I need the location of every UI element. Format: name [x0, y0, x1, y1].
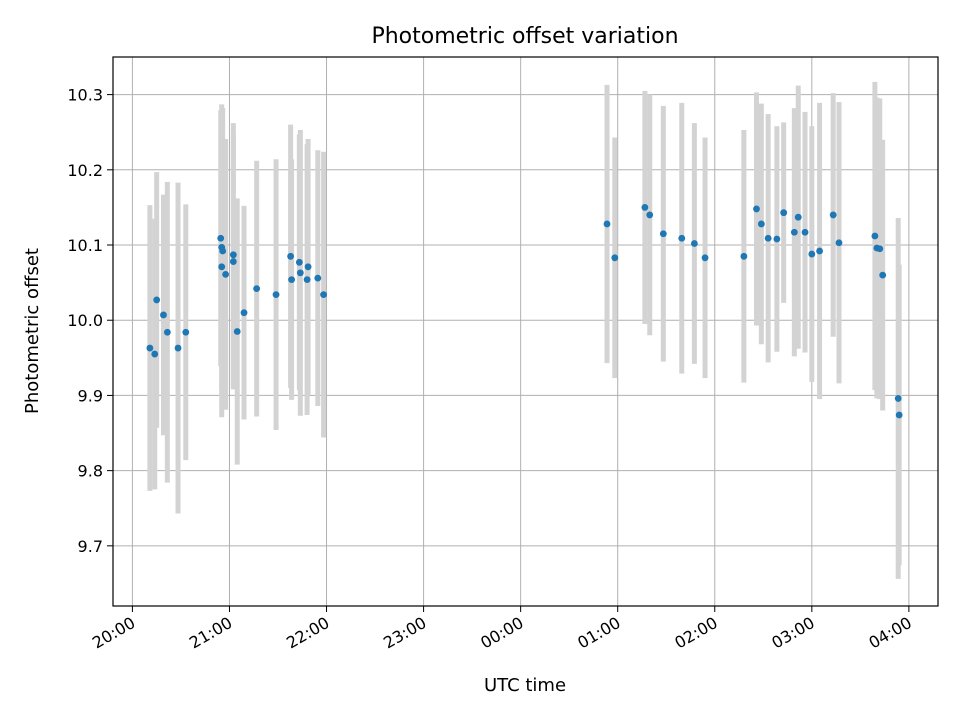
data-point	[287, 252, 295, 260]
data-point	[151, 350, 159, 358]
data-point	[773, 235, 781, 243]
data-point	[295, 258, 303, 266]
data-point	[288, 276, 295, 284]
data-point	[146, 344, 154, 352]
data-point	[701, 254, 709, 262]
x-tick-label: 03:00	[768, 613, 817, 653]
y-tick-label: 10.0	[67, 311, 103, 330]
data-point	[229, 258, 237, 265]
plot-frame	[112, 56, 939, 607]
data-point	[320, 291, 328, 299]
data-point	[163, 328, 171, 336]
data-point	[790, 228, 798, 236]
data-point	[895, 411, 903, 419]
data-point	[296, 269, 304, 277]
y-axis: 9.7 9.8 9.9 10.0 10.1 10.2 10.3	[67, 86, 113, 556]
error-bars	[147, 81, 902, 579]
x-tick-label: 00:00	[477, 613, 526, 653]
y-tick-label: 9.7	[78, 537, 103, 556]
chart-title: Photometric offset variation	[371, 24, 678, 49]
x-tick-label: 01:00	[574, 613, 623, 653]
data-point	[835, 239, 843, 247]
y-tick-label: 10.1	[67, 236, 103, 255]
data-point	[160, 311, 167, 319]
data-point	[753, 205, 760, 213]
data-point	[780, 209, 788, 217]
y-tick-label: 9.8	[78, 462, 103, 481]
x-tick-label: 02:00	[671, 613, 720, 653]
data-point	[678, 234, 686, 242]
data-point	[611, 254, 619, 262]
y-axis-label: Photometric offset	[22, 248, 43, 414]
data-point	[218, 263, 226, 271]
data-point	[808, 250, 816, 258]
x-axis: 20:00 21:00 22:00 23:00 00:00 01:00 02:00 03:00…	[89, 606, 915, 653]
x-tick-label: 23:00	[380, 613, 429, 653]
data-point	[253, 285, 261, 293]
data-point	[659, 230, 667, 238]
y-tick-label: 9.9	[78, 386, 103, 405]
data-point	[304, 263, 312, 271]
data-point	[222, 270, 229, 278]
data-point	[757, 220, 765, 228]
data-point	[182, 328, 190, 336]
x-tick-label: 21:00	[186, 613, 235, 653]
data-point	[690, 240, 698, 247]
data-point	[764, 234, 772, 242]
data-point	[314, 274, 322, 282]
data-points	[146, 204, 903, 419]
data-point	[303, 276, 311, 284]
data-point	[641, 204, 649, 211]
data-point	[272, 291, 280, 299]
data-point	[829, 211, 837, 219]
data-point	[816, 247, 823, 255]
data-point	[876, 245, 884, 253]
data-point	[646, 211, 654, 219]
x-tick-label: 22:00	[283, 613, 332, 653]
data-point	[174, 344, 182, 352]
y-tick-label: 10.2	[67, 161, 103, 180]
data-point	[229, 251, 237, 259]
data-point	[794, 213, 802, 221]
x-axis-label: UTC time	[484, 675, 566, 696]
x-tick-label: 20:00	[89, 613, 138, 653]
data-point	[894, 395, 902, 402]
data-point	[233, 328, 241, 335]
data-point	[879, 271, 887, 279]
data-point	[871, 232, 879, 240]
data-point	[219, 247, 227, 255]
data-point	[801, 228, 809, 236]
data-point	[217, 234, 225, 242]
data-point	[240, 309, 248, 317]
x-tick-label: 04:00	[865, 613, 914, 653]
y-tick-label: 10.3	[67, 86, 103, 105]
data-point	[153, 296, 161, 304]
data-point	[603, 220, 611, 228]
data-point	[740, 252, 748, 260]
